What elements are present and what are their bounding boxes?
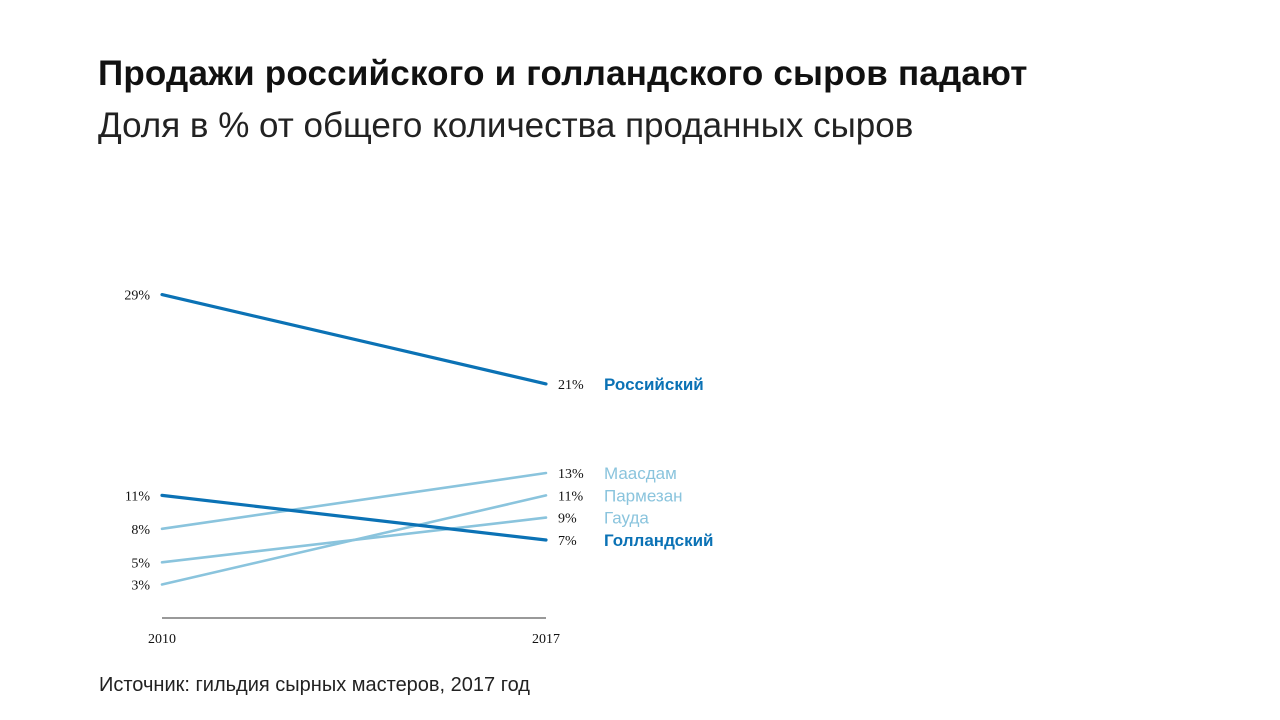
series-line-5 [160, 493, 548, 542]
x-tick-label-2010: 2010 [148, 632, 176, 647]
series-name-1: Российский [604, 375, 704, 394]
series-name-2: Маасдам [604, 464, 677, 483]
series-name-4: Гауда [604, 509, 649, 528]
chart-subtitle: Доля в % от общего количества проданных … [98, 106, 914, 145]
series-lines [160, 293, 548, 586]
series-names: Российский Маасдам Пармезан Гауда Голландски… [604, 375, 714, 550]
value-label-2017-3: 11% [558, 489, 583, 504]
value-label-2010-5: 11% [125, 489, 150, 504]
value-label-2017-2: 13% [558, 467, 584, 482]
value-label-2017-4: 9% [558, 512, 577, 527]
chart-title: Продажи российского и голландского сыров… [98, 54, 1028, 93]
x-axis: 2010 2017 [148, 617, 560, 647]
value-label-2010-3: 3% [131, 579, 150, 594]
value-label-2010-2: 8% [131, 523, 150, 538]
value-label-2017-5: 7% [558, 534, 577, 549]
x-tick-label-2017: 2017 [532, 632, 560, 647]
series-name-5: Голландский [604, 531, 714, 550]
value-label-2010-1: 29% [124, 289, 150, 304]
series-line-4 [160, 516, 548, 564]
value-label-2017-1: 21% [558, 378, 584, 393]
source-note: Источник: гильдия сырных мастеров, 2017 … [99, 674, 530, 696]
value-labels: 29% 21% 8% 13% 3% 11% 5% 9% 11% 7% [124, 289, 584, 594]
series-line-2 [160, 471, 548, 531]
series-line-1 [160, 293, 548, 386]
series-name-3: Пармезан [604, 486, 683, 505]
value-label-2010-4: 5% [131, 556, 150, 571]
